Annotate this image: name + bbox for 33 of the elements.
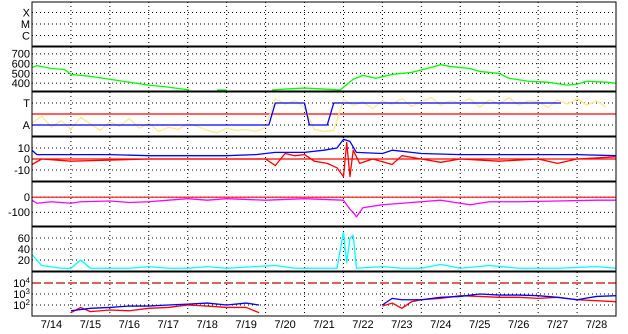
x-tick-label: 7/26 [508,319,530,331]
y-tick-label: 20 [18,254,30,267]
y-tick-label: 0 [24,192,30,204]
x-tick-label: 7/15 [80,319,102,331]
y-tick-label: 500 [12,68,30,80]
y-tick-label: 40 [18,244,30,256]
text: T [23,98,30,110]
x-tick-label: 7/21 [313,319,335,331]
text: C [22,30,30,42]
y-tick-label: 10$^{2}$ [13,297,31,312]
x-tick-label: 7/25 [469,319,490,331]
y-tick-label: 10 [18,142,30,155]
x-tick-label: 7/28 [586,319,608,331]
x-tick-label: 7/18 [196,319,218,331]
x-tick-label: 7/14 [40,319,62,331]
x-tick-label: 7/27 [546,319,568,331]
x-tick-label: 7/24 [430,319,452,331]
x-tick-label: 7/22 [352,319,374,331]
y-tick-label: 60 [18,232,30,245]
y-tick-label: 700 [12,48,30,61]
y-tick-label: -10 [14,164,30,177]
text: A [22,120,31,132]
y-tick-label: 400 [12,78,30,90]
x-tick-label: 7/16 [118,319,140,331]
x-tick-label: 7/17 [158,319,179,331]
y-tick-label: 0 [24,154,30,166]
x-tick-label: 7/19 [235,319,257,331]
y-tick-label: 600 [12,58,30,70]
text: X [22,7,31,20]
y-tick-label: -100 [8,207,30,220]
x-tick-label: 7/23 [391,319,413,331]
text: M [20,18,30,31]
x-tick-label: 7/20 [274,319,296,331]
